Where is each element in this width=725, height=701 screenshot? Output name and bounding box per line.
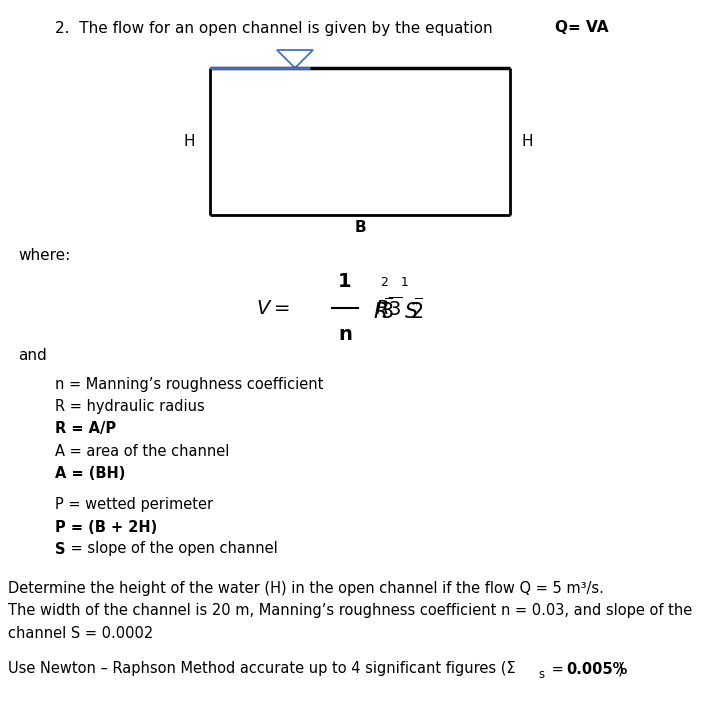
- Text: R = A/P: R = A/P: [55, 421, 116, 437]
- Text: = slope of the open channel: = slope of the open channel: [66, 541, 278, 557]
- Text: where:: where:: [18, 247, 70, 262]
- Text: Q= VA: Q= VA: [555, 20, 608, 36]
- Text: P = wetted perimeter: P = wetted perimeter: [55, 498, 213, 512]
- Text: H: H: [522, 134, 534, 149]
- Text: A = area of the channel: A = area of the channel: [55, 444, 229, 458]
- Text: $V = $: $V = $: [257, 299, 290, 318]
- Text: S: S: [55, 541, 65, 557]
- Text: ): ): [618, 662, 623, 676]
- Text: =: =: [547, 662, 568, 676]
- Text: s: s: [538, 669, 544, 681]
- Text: n: n: [338, 325, 352, 344]
- Polygon shape: [277, 50, 313, 68]
- Text: and: and: [18, 348, 46, 362]
- Text: A = (BH): A = (BH): [55, 465, 125, 480]
- Text: P = (B + 2H): P = (B + 2H): [55, 519, 157, 534]
- Text: 1: 1: [338, 272, 352, 291]
- Text: 2.  The flow for an open channel is given by the equation: 2. The flow for an open channel is given…: [55, 20, 497, 36]
- Text: The width of the channel is 20 m, Manning’s roughness coefficient n = 0.03, and : The width of the channel is 20 m, Mannin…: [8, 604, 692, 618]
- Text: Determine the height of the water (H) in the open channel if the flow Q = 5 m³/s: Determine the height of the water (H) in…: [8, 582, 604, 597]
- Text: $R\overline{3}$: $R\overline{3}$: [375, 297, 403, 320]
- Text: 2   1: 2 1: [381, 276, 409, 290]
- Text: R = hydraulic radius: R = hydraulic radius: [55, 400, 204, 414]
- Text: Use Newton – Raphson Method accurate up to 4 significant figures (Σ: Use Newton – Raphson Method accurate up …: [8, 662, 515, 676]
- Text: 0.005%: 0.005%: [566, 662, 627, 676]
- Text: B: B: [355, 221, 366, 236]
- Text: H: H: [183, 134, 195, 149]
- Text: $R\!\overline{\!3\!}\ \ S\!\overline{\!2\!}$: $R\!\overline{\!3\!}\ \ S\!\overline{\!2…: [373, 297, 424, 322]
- Text: n = Manning’s roughness coefficient: n = Manning’s roughness coefficient: [55, 378, 323, 393]
- Text: channel S = 0.0002: channel S = 0.0002: [8, 625, 153, 641]
